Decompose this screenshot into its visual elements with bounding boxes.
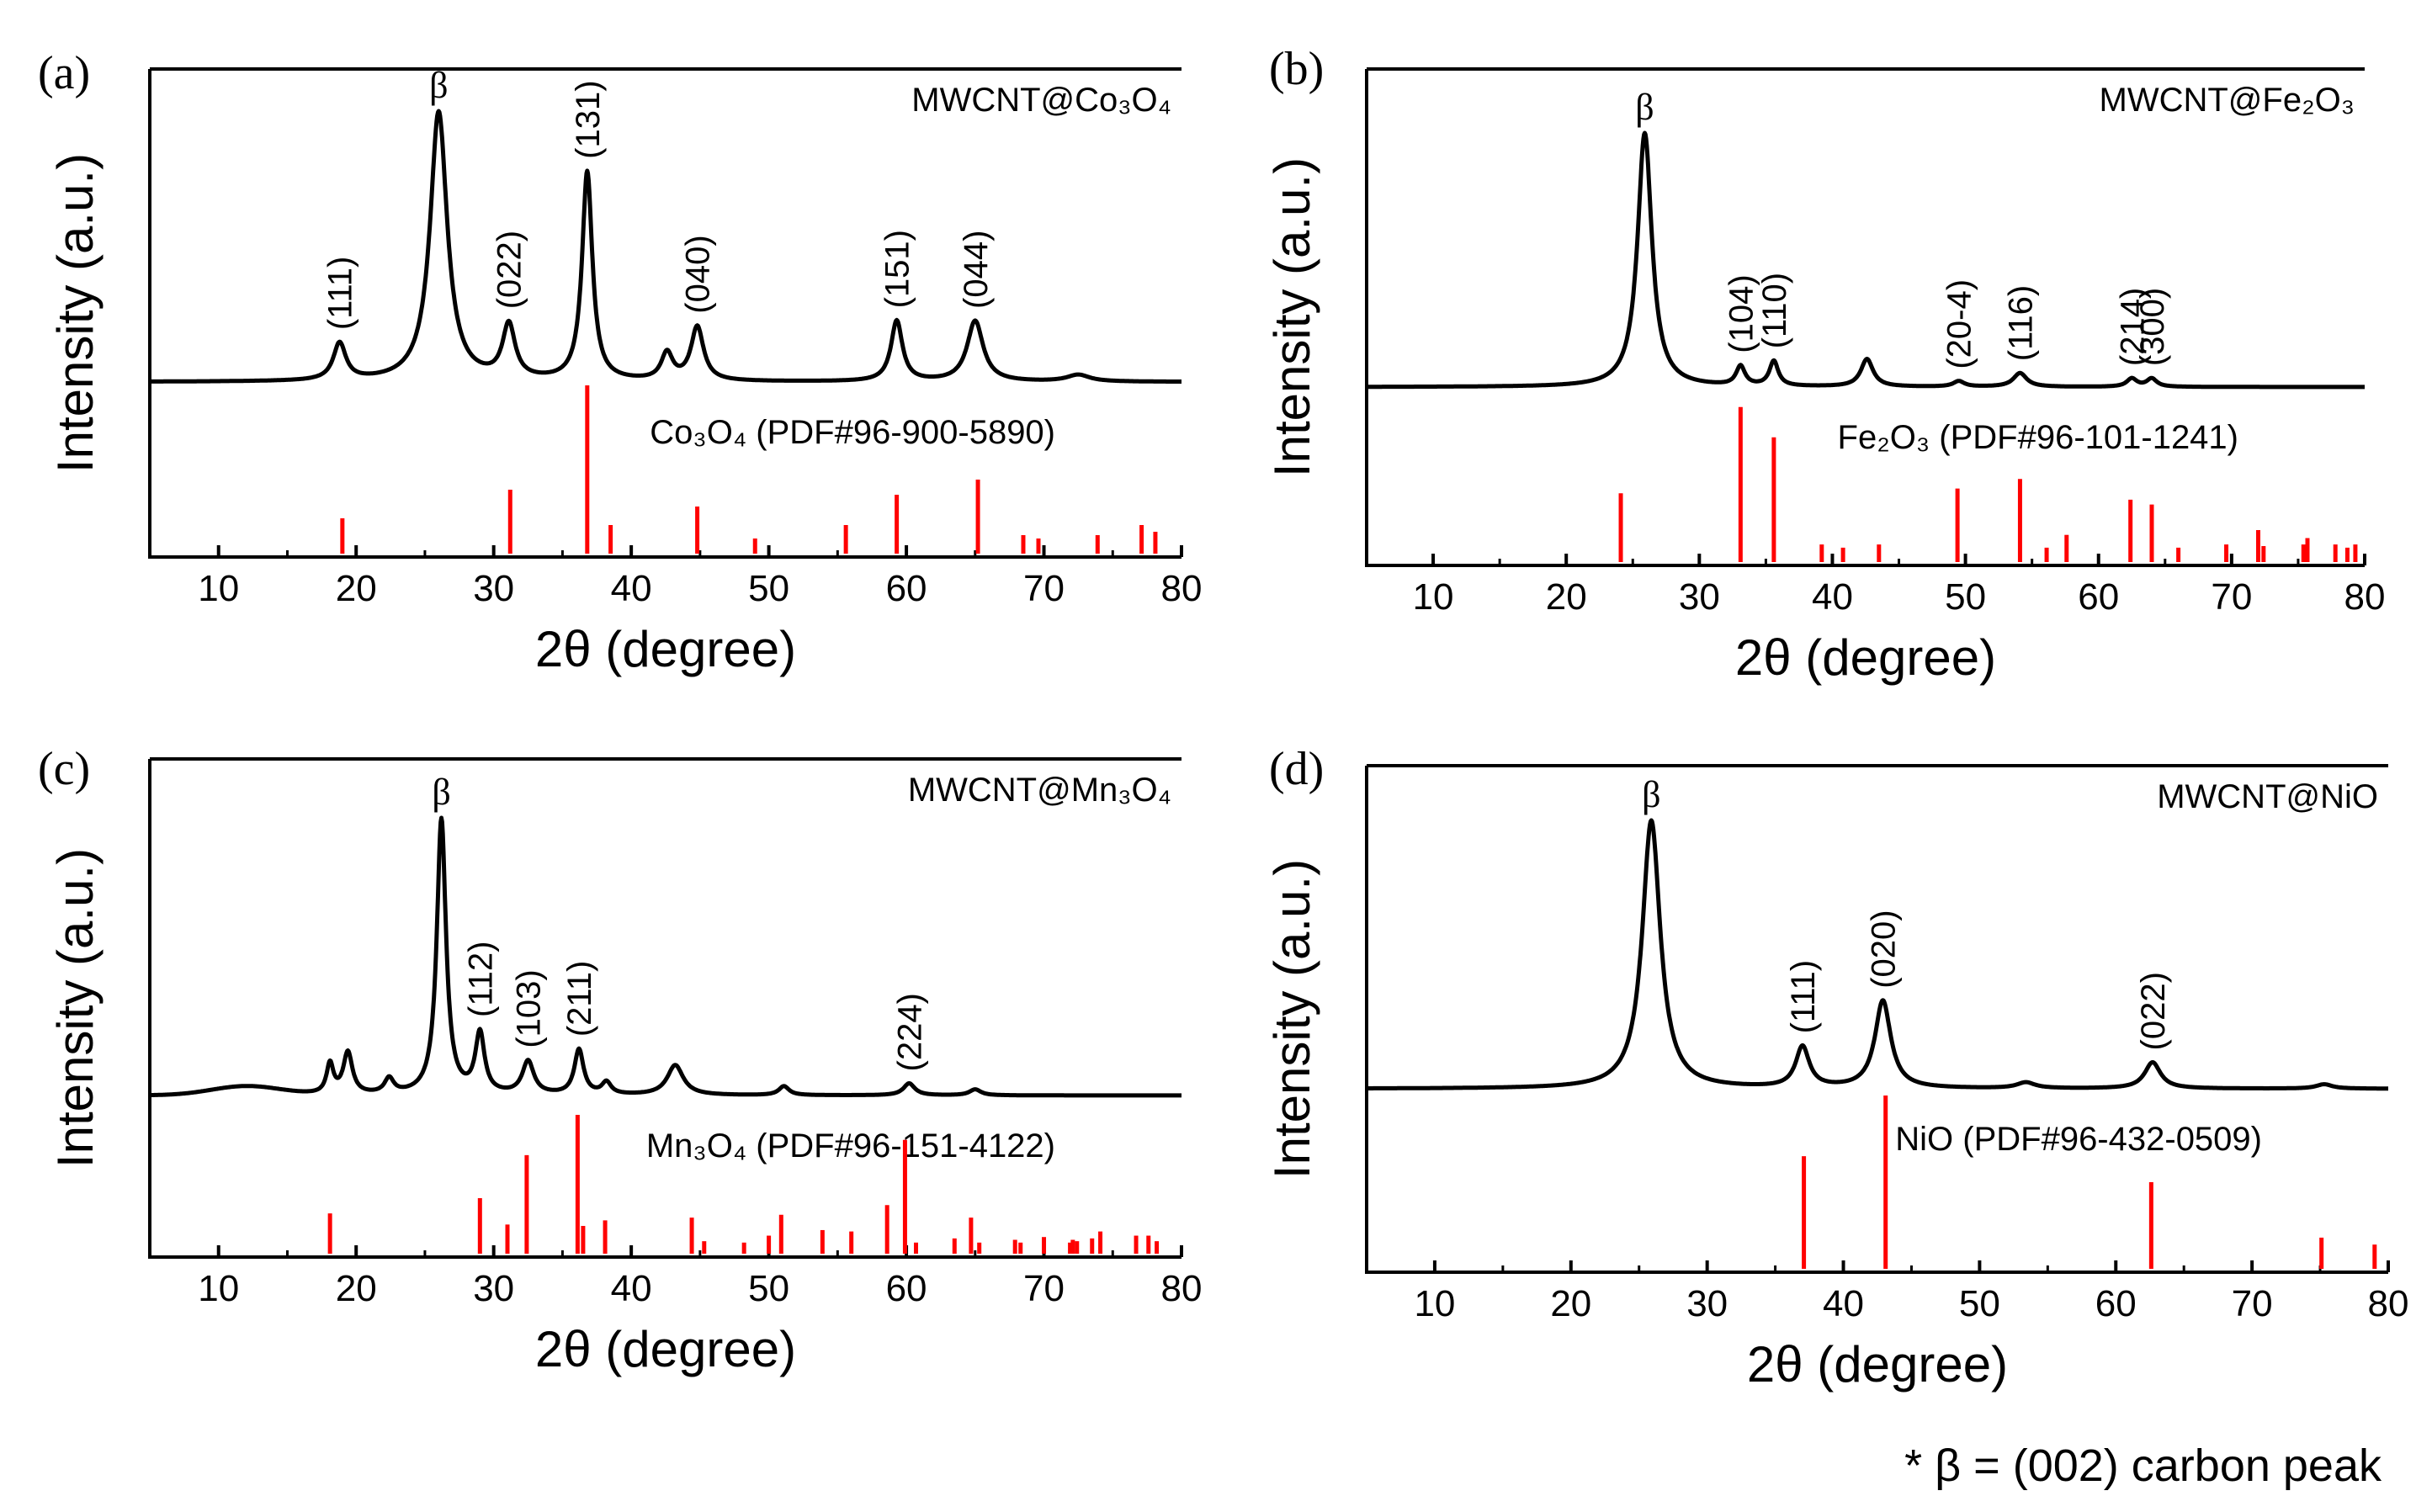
miller-index-label: (111) bbox=[1785, 960, 1822, 1033]
x-tick-label: 30 bbox=[473, 568, 514, 609]
x-tick-label: 80 bbox=[2368, 1283, 2409, 1324]
x-tick-label: 20 bbox=[336, 1268, 377, 1309]
x-tick-label: 30 bbox=[473, 1268, 514, 1309]
x-tick-label: 60 bbox=[886, 1268, 927, 1309]
x-tick-label: 50 bbox=[748, 568, 789, 609]
sample-label: MWCNT@NiO bbox=[2157, 778, 2378, 815]
y-axis-title: Intensity (a.u.) bbox=[47, 153, 104, 473]
xrd-panel-d: (d) 10 20 30 40 50 60 70 80 2θ (degree) Intensity … bbox=[1264, 743, 2408, 1393]
panel-label: (a) bbox=[38, 47, 90, 99]
miller-index-label: (022) bbox=[2135, 972, 2172, 1050]
xrd-panel-b: (b) 10 20 30 40 50 60 70 80 2θ (degree) Intensity … bbox=[1264, 43, 2385, 686]
axes-frame bbox=[1365, 69, 2365, 567]
x-axis-title: 2θ (degree) bbox=[535, 1321, 796, 1377]
miller-index-label: (116) bbox=[2002, 285, 2039, 361]
xrd-pattern-line bbox=[1365, 130, 2366, 390]
xrd-pattern-line bbox=[148, 109, 1183, 384]
miller-index-label: (103) bbox=[511, 969, 548, 1048]
y-axis-title: Intensity (a.u.) bbox=[1264, 859, 1320, 1179]
sample-label: MWCNT@Co₃O₄ bbox=[911, 82, 1171, 119]
miller-index-label: (110) bbox=[1756, 273, 1793, 348]
x-tick-label: 10 bbox=[1414, 1283, 1455, 1324]
x-axis-title: 2θ (degree) bbox=[1735, 629, 1996, 686]
panel-label: (c) bbox=[38, 743, 90, 795]
miller-index-label: (131) bbox=[570, 80, 607, 158]
x-tick-label: 40 bbox=[1823, 1283, 1864, 1324]
y-axis-title: Intensity (a.u.) bbox=[1264, 157, 1320, 477]
x-tick-label: 40 bbox=[611, 568, 652, 609]
miller-index-label: (224) bbox=[891, 993, 928, 1071]
xrd-panel-a: (a) 10 20 30 40 50 60 70 80 2θ (degree) Intensity … bbox=[38, 47, 1202, 677]
miller-index-label: (300) bbox=[2134, 288, 2171, 366]
sample-label: MWCNT@Mn₃O₄ bbox=[908, 772, 1171, 809]
x-tick-label: 80 bbox=[1161, 1268, 1203, 1309]
reference-label: NiO (PDF#96-432-0509) bbox=[1895, 1121, 2262, 1158]
xrd-pattern-line bbox=[1365, 818, 2390, 1091]
x-tick-label: 80 bbox=[1161, 568, 1203, 609]
xrd-panel-c: (c) 10 20 30 40 50 60 70 80 2θ (degree) Intensity … bbox=[38, 743, 1202, 1377]
beta-peak-label: β bbox=[429, 65, 448, 106]
miller-index-label: (022) bbox=[491, 231, 528, 309]
sample-label: MWCNT@Fe₂O₃ bbox=[2100, 82, 2355, 119]
x-tick-label: 10 bbox=[198, 568, 239, 609]
x-axis-title: 2θ (degree) bbox=[535, 621, 796, 677]
miller-index-label: (044) bbox=[958, 231, 995, 309]
x-tick-label: 40 bbox=[1812, 576, 1853, 618]
xrd-pattern-line bbox=[148, 815, 1183, 1098]
axes-frame bbox=[148, 759, 1181, 1259]
x-tick-label: 50 bbox=[1945, 576, 1986, 618]
x-tick-label: 50 bbox=[1959, 1283, 2000, 1324]
miller-index-label: (020) bbox=[1865, 910, 1902, 988]
x-tick-label: 30 bbox=[1686, 1283, 1728, 1324]
reference-label: Mn₃O₄ (PDF#96-151-4122) bbox=[646, 1127, 1055, 1165]
panel-label: (b) bbox=[1269, 43, 1324, 95]
miller-index-label: (151) bbox=[879, 230, 916, 308]
miller-index-label: (104) bbox=[1723, 274, 1760, 353]
beta-peak-label: β bbox=[1635, 87, 1654, 128]
x-tick-label: 60 bbox=[2078, 576, 2119, 618]
x-tick-label: 20 bbox=[1550, 1283, 1591, 1324]
miller-index-label: (214) bbox=[2114, 288, 2151, 366]
x-tick-label: 20 bbox=[336, 568, 377, 609]
x-tick-label: 30 bbox=[1679, 576, 1720, 618]
x-tick-label: 60 bbox=[2095, 1283, 2137, 1324]
x-tick-label: 70 bbox=[2211, 576, 2252, 618]
x-tick-label: 70 bbox=[1023, 1268, 1065, 1309]
beta-peak-label: β bbox=[432, 772, 450, 813]
panel-label: (d) bbox=[1269, 743, 1324, 795]
x-tick-label: 60 bbox=[886, 568, 927, 609]
miller-index-label: (20-4) bbox=[1941, 279, 1978, 369]
y-axis-title: Intensity (a.u.) bbox=[47, 848, 104, 1168]
x-tick-label: 50 bbox=[748, 1268, 789, 1309]
x-tick-label: 10 bbox=[1413, 576, 1454, 618]
x-tick-label: 80 bbox=[2344, 576, 2386, 618]
footnote: * β = (002) carbon peak bbox=[1904, 1440, 2382, 1491]
x-tick-label: 10 bbox=[198, 1268, 239, 1309]
miller-index-label: (040) bbox=[680, 235, 717, 313]
miller-index-label: (112) bbox=[462, 942, 499, 1017]
beta-peak-label: β bbox=[1642, 774, 1660, 815]
reference-label: Fe₂O₃ (PDF#96-101-1241) bbox=[1838, 419, 2238, 456]
axes-frame bbox=[148, 69, 1181, 559]
x-tick-label: 40 bbox=[611, 1268, 652, 1309]
miller-index-label: (211) bbox=[561, 961, 598, 1037]
x-tick-label: 70 bbox=[1023, 568, 1065, 609]
reference-label: Co₃O₄ (PDF#96-900-5890) bbox=[650, 414, 1055, 451]
x-tick-label: 20 bbox=[1546, 576, 1587, 618]
x-axis-title: 2θ (degree) bbox=[1747, 1336, 2008, 1393]
miller-index-label: (111) bbox=[322, 257, 359, 330]
x-tick-label: 70 bbox=[2232, 1283, 2273, 1324]
